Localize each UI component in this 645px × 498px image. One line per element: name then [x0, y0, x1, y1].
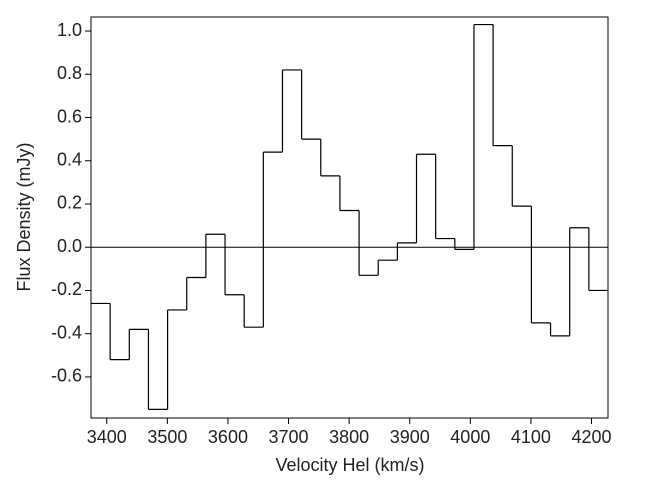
y-tick-label: 0.4: [57, 150, 82, 170]
y-axis-label: Flux Density (mJy): [14, 142, 34, 291]
x-axis-label: Velocity Hel (km/s): [275, 455, 424, 475]
plot-frame: [90, 16, 609, 419]
x-tick-label: 3700: [269, 427, 309, 447]
y-tick-label: 0.0: [57, 236, 82, 256]
x-tick-label: 3800: [329, 427, 369, 447]
y-tick-label: 0.8: [57, 63, 82, 83]
y-tick-label: -0.2: [51, 279, 82, 299]
x-tick-label: 3600: [208, 427, 248, 447]
x-tick-label: 3400: [87, 427, 127, 447]
y-tick-label: 0.2: [57, 193, 82, 213]
x-tick-label: 4100: [511, 427, 551, 447]
x-tick-label: 3500: [147, 427, 187, 447]
x-tick-label: 4200: [571, 427, 611, 447]
y-tick-label: 1.0: [57, 20, 82, 40]
x-tick-label: 4000: [450, 427, 490, 447]
x-tick-label: 3900: [390, 427, 430, 447]
y-tick-label: -0.6: [51, 366, 82, 386]
y-tick-label: 0.6: [57, 106, 82, 126]
y-tick-label: -0.4: [51, 322, 82, 342]
